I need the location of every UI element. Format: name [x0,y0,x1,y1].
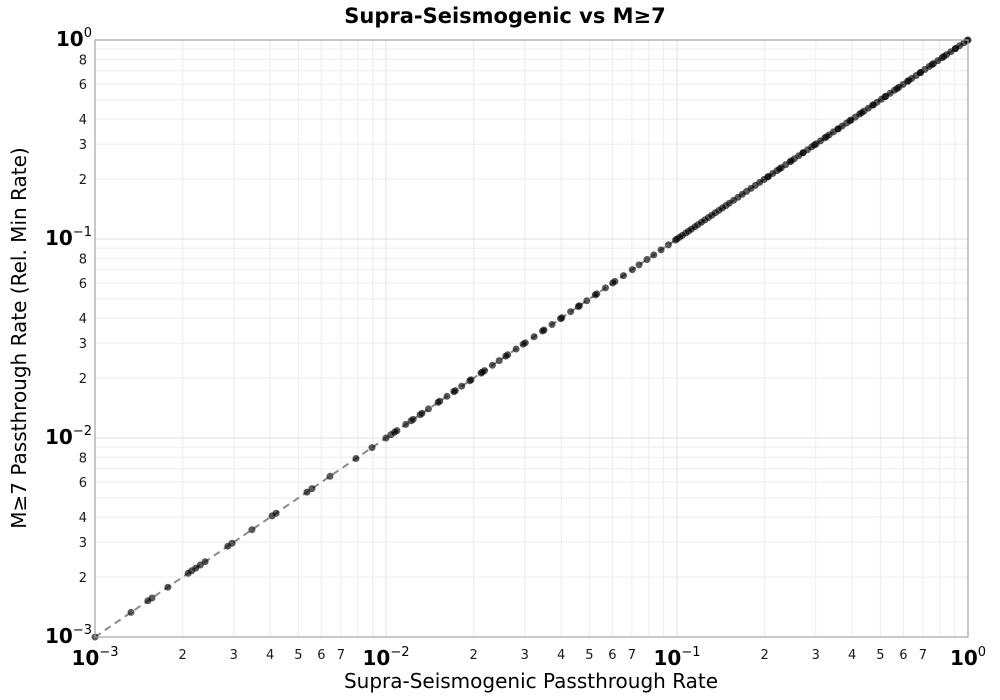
svg-text:2: 2 [178,648,186,663]
svg-text:4: 4 [79,312,87,327]
svg-text:4: 4 [557,648,565,663]
svg-text:3: 3 [79,337,87,352]
svg-text:3: 3 [812,648,820,663]
svg-text:2: 2 [469,648,477,663]
svg-text:2: 2 [79,173,87,188]
svg-text:6: 6 [608,648,616,663]
svg-text:5: 5 [585,648,593,663]
svg-text:6: 6 [317,648,325,663]
svg-text:7: 7 [337,648,345,663]
svg-text:8: 8 [79,252,87,267]
svg-text:10−1: 10−1 [653,645,700,670]
svg-text:10−3: 10−3 [45,623,92,648]
chart-title: Supra-Seismogenic vs M≥7 [344,4,666,28]
svg-text:6: 6 [899,648,907,663]
svg-text:10−1: 10−1 [45,225,92,250]
svg-text:4: 4 [79,113,87,128]
svg-text:2: 2 [760,648,768,663]
svg-text:4: 4 [79,511,87,526]
svg-text:10−2: 10−2 [362,645,409,670]
svg-text:3: 3 [79,138,87,153]
svg-text:6: 6 [79,78,87,93]
svg-text:5: 5 [876,648,884,663]
svg-text:10−2: 10−2 [45,424,92,449]
x-axis-label: Supra-Seismogenic Passthrough Rate [343,669,719,693]
svg-text:3: 3 [230,648,238,663]
svg-text:2: 2 [79,372,87,387]
svg-text:8: 8 [79,53,87,68]
svg-text:4: 4 [848,648,856,663]
svg-text:100: 100 [56,26,92,51]
svg-text:7: 7 [628,648,636,663]
svg-text:5: 5 [294,648,302,663]
svg-text:2: 2 [79,571,87,586]
svg-text:4: 4 [266,648,274,663]
svg-text:100: 100 [950,645,986,670]
svg-text:7: 7 [919,648,927,663]
svg-text:3: 3 [521,648,529,663]
y-axis-label: M≥7 Passthrough Rate (Rel. Min Rate) [7,147,31,529]
svg-text:8: 8 [79,451,87,466]
svg-text:6: 6 [79,476,87,491]
svg-text:10−3: 10−3 [71,645,118,670]
svg-text:3: 3 [79,536,87,551]
svg-text:6: 6 [79,277,87,292]
